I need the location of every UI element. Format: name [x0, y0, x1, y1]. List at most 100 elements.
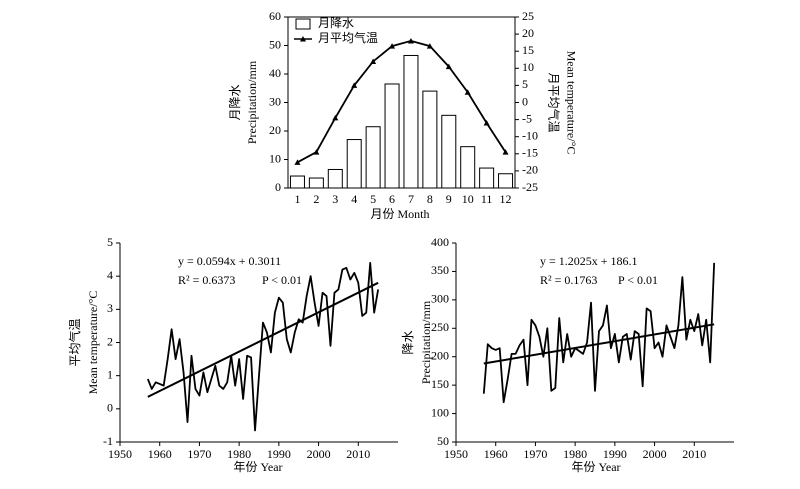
y2-tick-label: -10 — [522, 128, 538, 142]
y-axis-label: Precipitation/mm — [419, 300, 433, 384]
y-axis-label: 平均气温 — [67, 318, 82, 366]
y-tick-label: -1 — [103, 434, 113, 448]
temperature-marker — [407, 37, 414, 44]
temperature-marker — [426, 43, 433, 49]
y2-tick-label: -25 — [522, 180, 538, 194]
x-tick-label: 3 — [332, 192, 338, 206]
y-tick-label: 2 — [107, 334, 113, 348]
y-tick-label: 0 — [275, 180, 281, 194]
y-tick-label: 200 — [431, 348, 449, 362]
y-axis-label: 降水 — [401, 330, 415, 354]
x-tick-label: 4 — [351, 192, 357, 206]
annotation: P < 0.01 — [262, 273, 302, 287]
x-tick-label: 2010 — [346, 447, 370, 461]
y-tick-label: 60 — [269, 9, 281, 23]
temperature-marker — [389, 43, 396, 49]
x-tick-label: 1950 — [444, 447, 468, 461]
bar — [384, 83, 400, 189]
y-tick-label: 250 — [431, 320, 449, 334]
annotation: y = 1.2025x + 186.1 — [540, 254, 638, 268]
temperature-marker — [313, 149, 320, 155]
y-tick-label: 5 — [107, 235, 113, 249]
y2-tick-label: 20 — [522, 26, 534, 40]
y2-tick-label: 10 — [522, 60, 534, 74]
x-axis-label: 年份 Year — [233, 460, 282, 474]
x-tick-label: 1960 — [148, 447, 172, 461]
x-tick-label: 1990 — [603, 447, 627, 461]
x-axis-label: 月份 Month — [370, 207, 429, 221]
x-tick-label: 1990 — [267, 447, 291, 461]
legend-label: 月平均气温 — [318, 30, 378, 45]
y-tick-label: 4 — [107, 268, 113, 282]
bar — [460, 146, 476, 189]
temperature-marker — [483, 120, 490, 126]
x-tick-label: 7 — [408, 192, 414, 206]
temperature-marker — [332, 114, 339, 121]
y2-tick-label: -20 — [522, 163, 538, 177]
y-tick-label: 50 — [269, 37, 281, 51]
temperature-marker — [464, 89, 471, 95]
x-tick-label: 11 — [481, 192, 493, 206]
x-tick-label: 1950 — [108, 447, 132, 461]
temperature-marker — [502, 149, 509, 155]
x-tick-label: 9 — [446, 192, 452, 206]
y-axis-label: Mean temperature/°C — [86, 291, 100, 395]
x-tick-label: 10 — [462, 192, 474, 206]
x-tick-label: 2000 — [643, 447, 667, 461]
legend-label: 月降水 — [318, 16, 354, 30]
y-tick-label: 20 — [269, 123, 281, 137]
y2-tick-label: 0 — [522, 94, 528, 108]
series-line — [146, 261, 380, 432]
x-tick-label: 1980 — [563, 447, 587, 461]
temperature-marker — [370, 58, 377, 64]
bar — [365, 126, 381, 189]
y-tick-label: 100 — [431, 405, 449, 419]
legend-marker — [300, 36, 306, 42]
annotation: R² = 0.1763 — [540, 273, 597, 287]
y-axis-label: Precipitation/mm — [245, 60, 259, 144]
x-tick-label: 6 — [389, 192, 395, 206]
y2-tick-label: -15 — [522, 146, 538, 160]
temperature-marker — [445, 63, 452, 70]
bar — [308, 177, 324, 189]
y2-tick-label: 25 — [522, 9, 534, 23]
y2-axis-label: 月平均气温 — [546, 72, 561, 132]
x-tick-label: 5 — [370, 192, 376, 206]
x-tick-label: 1 — [294, 192, 300, 206]
y-tick-label: 50 — [437, 434, 449, 448]
temperature-line — [297, 40, 507, 164]
bar — [479, 167, 495, 189]
y-tick-label: 40 — [269, 66, 281, 80]
temperature-marker — [294, 159, 301, 165]
annotation: R² = 0.6373 — [178, 273, 235, 287]
annotation: P < 0.01 — [618, 273, 658, 287]
y-tick-label: 400 — [431, 235, 449, 249]
temperature-marker — [351, 82, 358, 88]
y-tick-label: 3 — [107, 301, 113, 315]
bar — [289, 175, 305, 189]
x-tick-label: 8 — [427, 192, 433, 206]
bar — [346, 139, 362, 189]
y2-tick-label: -5 — [522, 111, 532, 125]
bar — [403, 54, 419, 189]
bar — [498, 173, 514, 189]
bar — [327, 168, 343, 189]
y2-tick-label: 5 — [522, 77, 528, 91]
x-tick-label: 2010 — [682, 447, 706, 461]
x-axis-label: 年份 Year — [571, 460, 620, 474]
y-tick-label: 350 — [431, 263, 449, 277]
x-tick-label: 1960 — [484, 447, 508, 461]
bar — [441, 114, 457, 189]
annotation: y = 0.0594x + 0.3011 — [178, 254, 281, 268]
bar — [422, 90, 438, 189]
y-axis-label: 月降水 — [228, 84, 242, 120]
x-tick-label: 1980 — [227, 447, 251, 461]
y-tick-label: 30 — [269, 94, 281, 108]
y-tick-label: 1 — [107, 367, 113, 381]
x-tick-label: 12 — [500, 192, 512, 206]
series-line — [482, 262, 716, 404]
x-tick-label: 2 — [313, 192, 319, 206]
y2-axis-label: Mean temperature/°C — [564, 51, 578, 155]
y2-tick-label: 15 — [522, 43, 534, 57]
